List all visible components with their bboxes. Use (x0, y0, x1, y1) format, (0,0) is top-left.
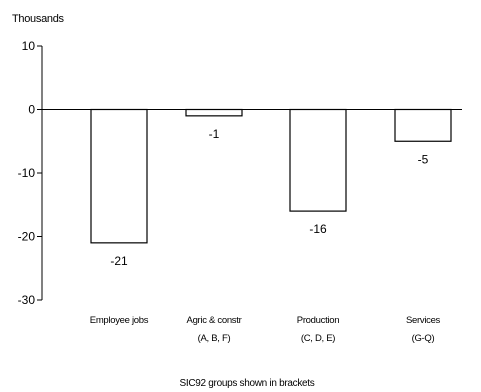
data-labels-group: -21 -1 -16 -5 (110, 127, 428, 268)
y-tick-label: -30 (18, 293, 36, 307)
bar (394, 108, 452, 142)
data-label: -21 (110, 254, 128, 268)
y-tick-label: 0 (28, 103, 35, 117)
data-label: -5 (418, 152, 429, 166)
x-axis-label: SIC92 groups shown in brackets (180, 378, 315, 389)
data-label: -16 (309, 222, 327, 236)
category-label: Production (297, 315, 339, 326)
bar (289, 108, 347, 212)
category-sublabel: (C, D, E) (301, 333, 335, 344)
data-label: -1 (209, 127, 220, 141)
bars-group (90, 108, 452, 244)
category-sublabel: (G-Q) (412, 333, 435, 344)
bar (185, 108, 243, 117)
category-label: Employee jobs (90, 315, 149, 326)
bar (90, 108, 148, 244)
y-tick-label: -20 (18, 230, 36, 244)
y-axis-unit-label: Thousands (12, 13, 65, 25)
category-sublabel: (A, B, F) (198, 333, 231, 344)
category-label: Services (406, 315, 441, 326)
y-tick-label: 10 (22, 39, 36, 53)
category-labels-group: Employee jobs Agric & constr (A, B, F) Prod… (90, 315, 441, 344)
y-axis-ticks: 10 0 -10 -20 -30 (18, 39, 42, 307)
category-label: Agric & constr (187, 315, 242, 326)
y-tick-label: -10 (18, 166, 36, 180)
